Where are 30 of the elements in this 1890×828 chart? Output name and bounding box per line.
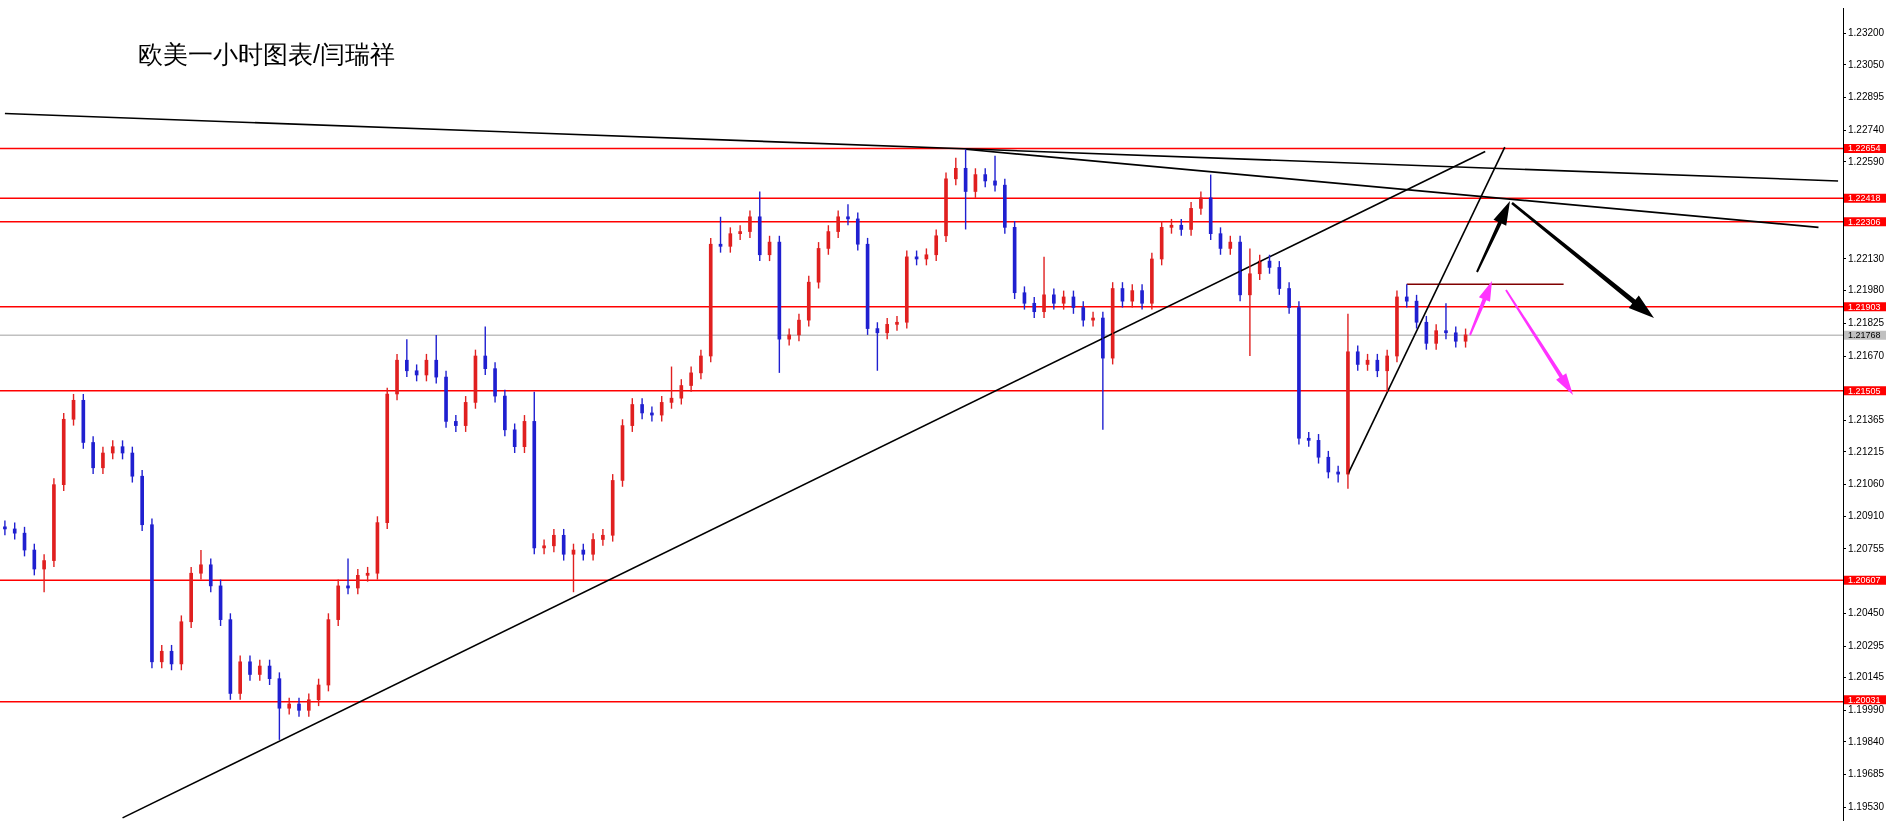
y-tick-label: 1.20450 [1848, 607, 1885, 619]
y-tick-label: 1.22130 [1848, 252, 1885, 264]
y-tick-label: 1.22895 [1848, 91, 1885, 103]
ref-line-label: 1.22418 [1848, 193, 1881, 204]
ref-line-label: 1.21505 [1848, 385, 1881, 396]
y-tick-label: 1.23200 [1848, 27, 1885, 39]
y-tick-label: 1.20295 [1848, 639, 1885, 651]
text: 欧美一小时图表/闫瑞祥 [138, 39, 395, 70]
ref-line-label: 1.21768 [1848, 330, 1881, 341]
ref-line-label: 1.21903 [1848, 301, 1881, 312]
y-tick-label: 1.22740 [1848, 124, 1885, 136]
ref-line-label: 1.22306 [1848, 216, 1881, 227]
y-tick-label: 1.23050 [1848, 58, 1885, 70]
ref-line-label: 1.20607 [1848, 575, 1881, 586]
y-tick-label: 1.19990 [1848, 704, 1885, 716]
y-tick-label: 1.20910 [1848, 510, 1885, 522]
y-tick-label: 1.21825 [1848, 317, 1885, 329]
y-tick-label: 1.20145 [1848, 671, 1885, 683]
y-tick-label: 1.20755 [1848, 542, 1885, 554]
y-tick-label: 1.21670 [1848, 349, 1885, 361]
y-tick-label: 1.22590 [1848, 155, 1885, 167]
ref-line-label: 1.22654 [1848, 143, 1881, 154]
y-tick-label: 1.21365 [1848, 414, 1885, 426]
ref-line-label: 1.20031 [1848, 694, 1881, 705]
y-tick-label: 1.19685 [1848, 768, 1885, 780]
y-tick-label: 1.21060 [1848, 478, 1885, 490]
y-tick-label: 1.21980 [1848, 284, 1885, 296]
y-tick-label: 1.21215 [1848, 445, 1885, 457]
y-tick-label: 1.19530 [1848, 801, 1885, 813]
y-tick-label: 1.19840 [1848, 735, 1885, 747]
